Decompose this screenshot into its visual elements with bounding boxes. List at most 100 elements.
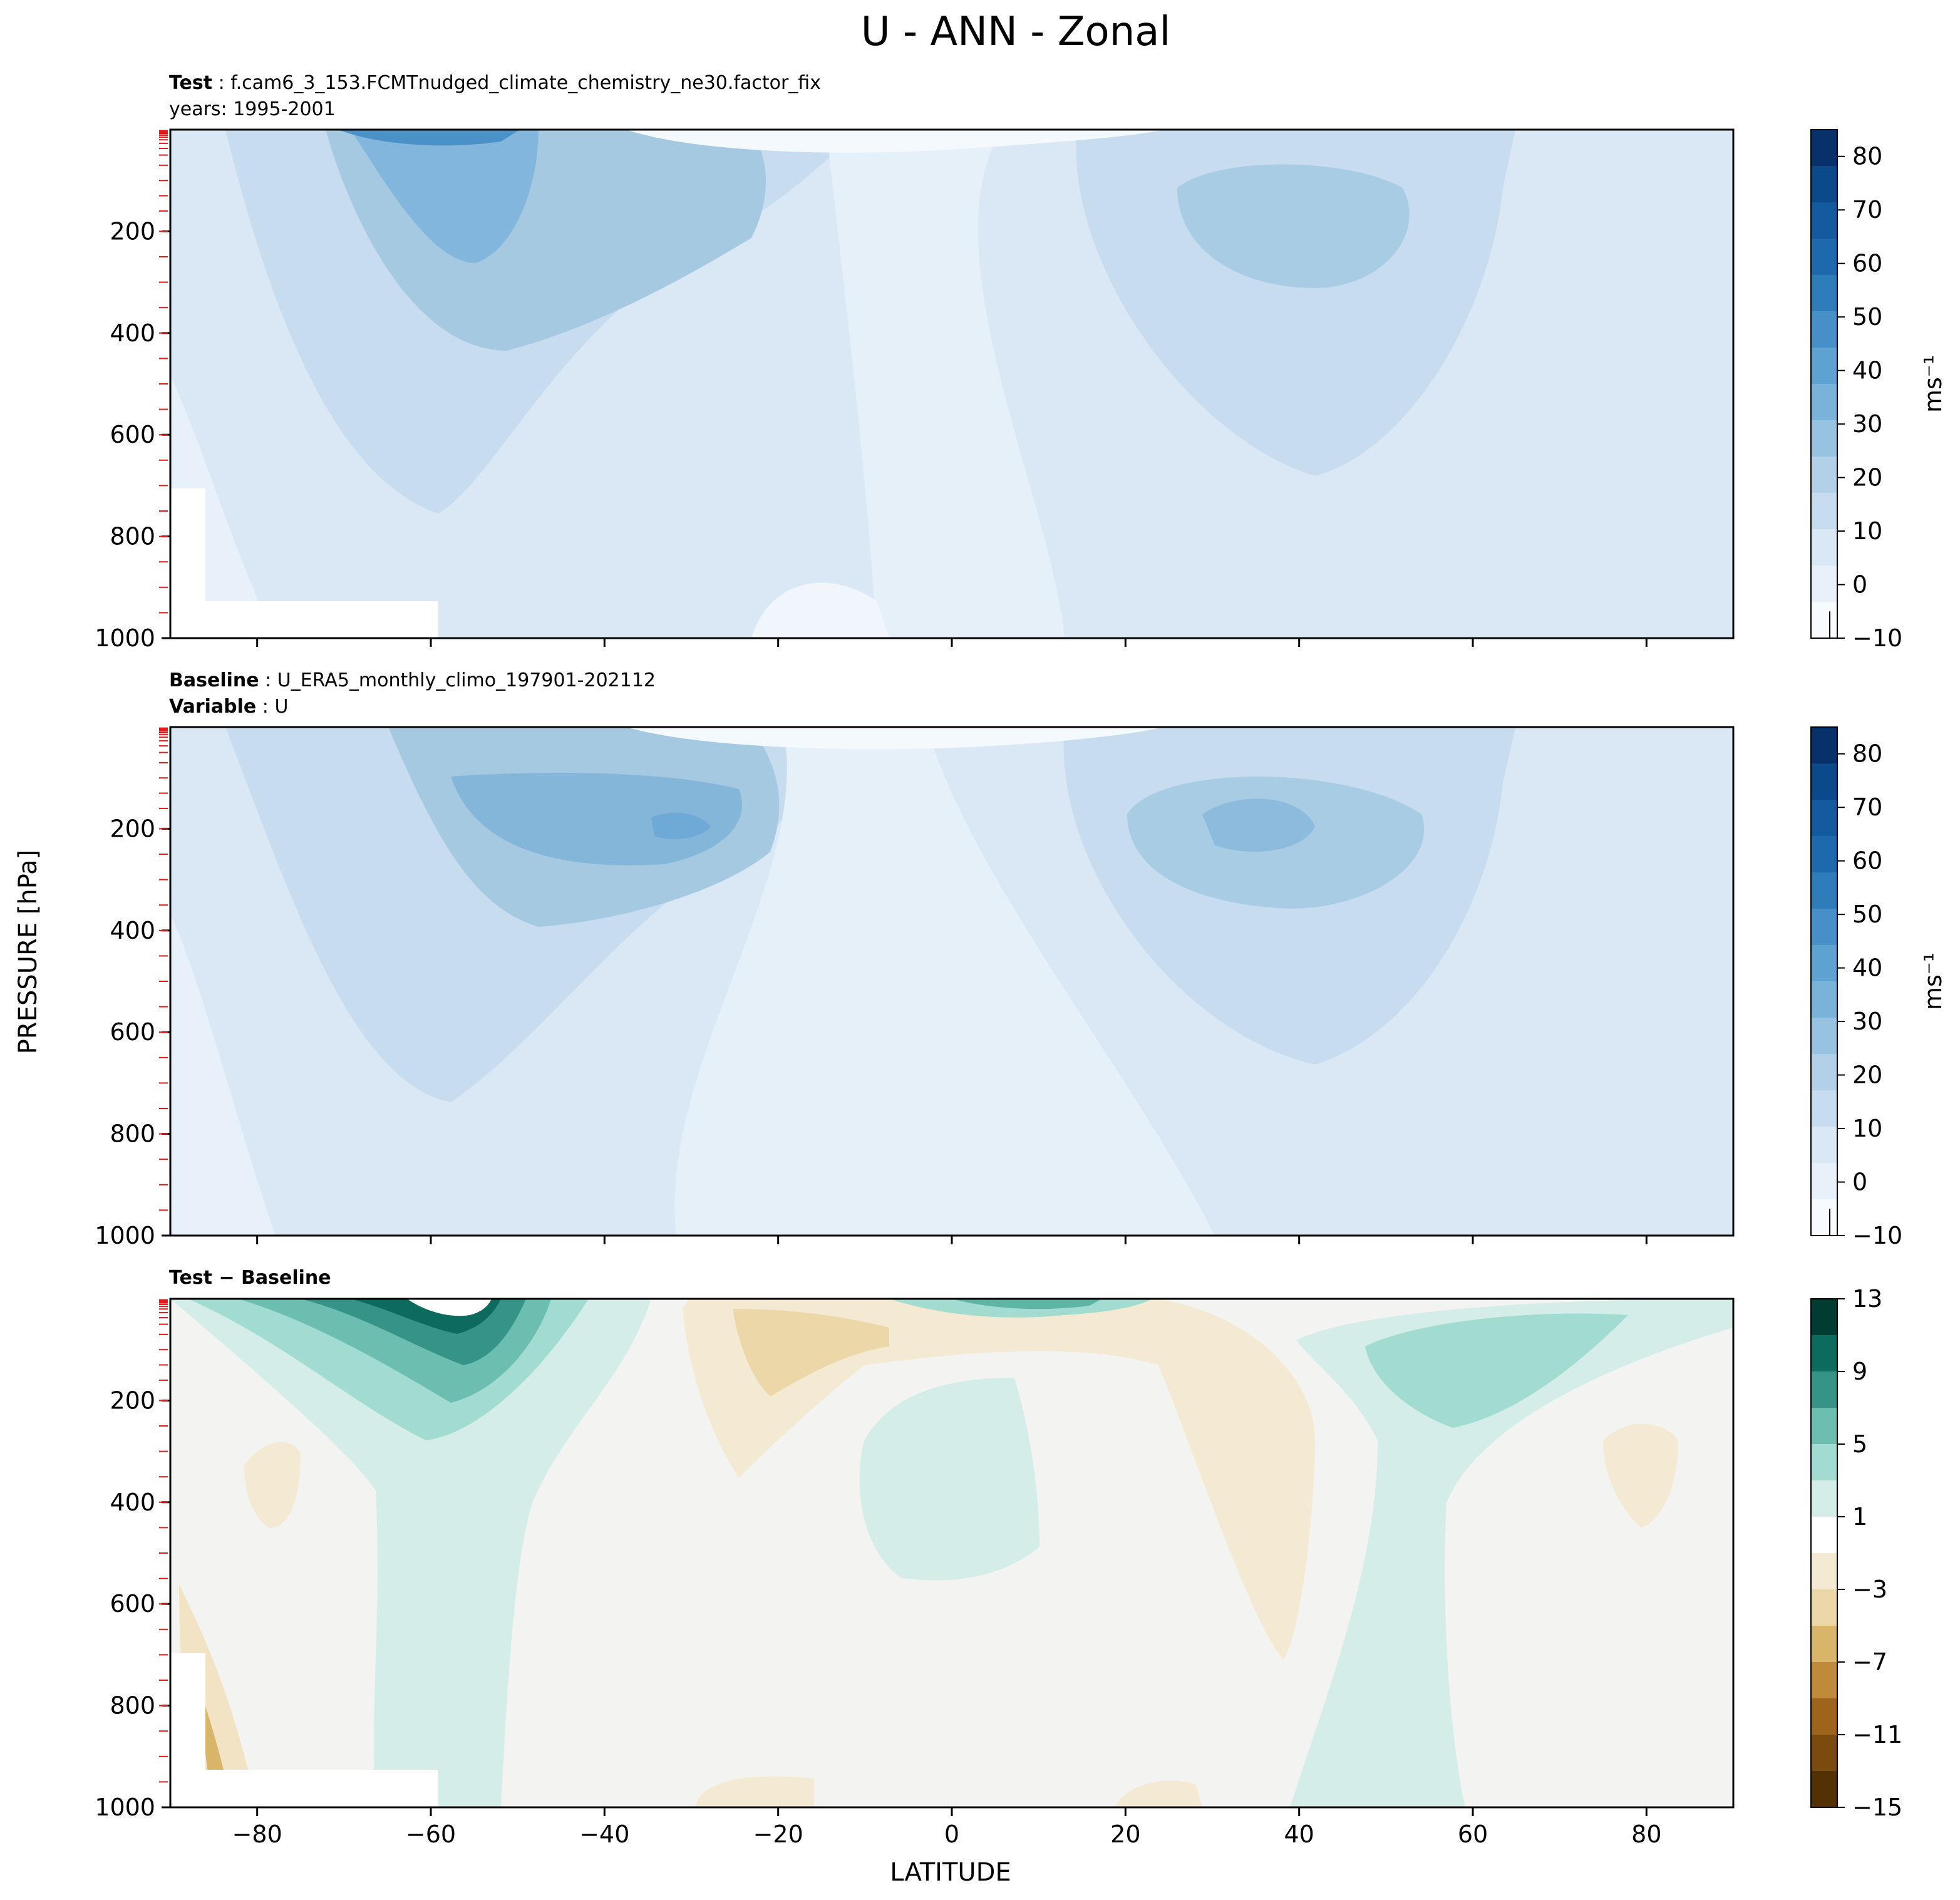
x-tick-label: 20 xyxy=(1110,1820,1140,1848)
y-tick-label: 800 xyxy=(110,1692,155,1720)
baseline-contour-highlat xyxy=(170,914,276,1236)
test-missing-data xyxy=(170,601,438,638)
x-axis-label: LATITUDE xyxy=(890,1858,1011,1887)
colorbar-tick-label: 80 xyxy=(1852,740,1882,768)
colorbar-band xyxy=(1811,1371,1837,1408)
diff-contour-sh-pos1 xyxy=(170,1299,651,1807)
baseline-subtitle-bold: Variable xyxy=(169,696,256,718)
colorbar-band xyxy=(1811,727,1837,763)
colorbar-tick-label: 70 xyxy=(1852,196,1882,224)
baseline-colorbar-bands xyxy=(1811,727,1837,1236)
test-title: Test : f.cam6_3_153.FCMTnudged_climate_c… xyxy=(169,72,821,94)
colorbar-tick-label: −3 xyxy=(1852,1576,1887,1603)
y-tick-label: 400 xyxy=(110,1489,155,1516)
test-colorbar-ticks: −10 0 10 20 30 40 50 60 70 80 xyxy=(1837,143,1902,652)
colorbar-band xyxy=(1811,1090,1837,1127)
colorbar-band xyxy=(1811,1626,1837,1662)
colorbar-band xyxy=(1811,1163,1837,1199)
colorbar-band xyxy=(1811,1662,1837,1698)
test-subtitle: years: 1995-2001 xyxy=(169,98,336,120)
colorbar-band xyxy=(1811,909,1837,945)
baseline-contour-field xyxy=(170,727,1733,1236)
colorbar-band xyxy=(1811,166,1837,202)
colorbar-tick-label: 60 xyxy=(1852,847,1882,875)
colorbar-band xyxy=(1811,311,1837,348)
colorbar-band xyxy=(1811,348,1837,384)
baseline-title-bold: Baseline xyxy=(169,669,259,691)
difference-y-ticks: 200 400 600 800 1000 xyxy=(95,1386,170,1821)
colorbar-band xyxy=(1811,1127,1837,1163)
test-contour-sh-core xyxy=(351,130,539,263)
difference-x-ticks: −80 −60 −40 −20 0 20 40 60 80 xyxy=(232,1807,1662,1848)
colorbar-tick-label: 20 xyxy=(1852,1061,1882,1089)
test-contour-sh-strat xyxy=(338,130,520,146)
difference-colorbar-ticks: 13 9 5 1 −3 −7 −11 −15 xyxy=(1837,1285,1902,1821)
colorbar-band xyxy=(1811,130,1837,166)
colorbar-band xyxy=(1811,529,1837,565)
x-tick-label: 40 xyxy=(1284,1820,1314,1848)
baseline-contour-sh-max xyxy=(651,812,711,839)
difference-colorbar-frame xyxy=(1810,1298,1838,1808)
colorbar-band xyxy=(1811,1299,1837,1335)
colorbar-tick-label: 30 xyxy=(1852,410,1882,438)
colorbar-band xyxy=(1811,1735,1837,1771)
colorbar-band xyxy=(1811,202,1837,239)
colorbar-band xyxy=(1811,275,1837,311)
test-title-text: f.cam6_3_153.FCMTnudged_climate_chemistr… xyxy=(230,72,821,94)
colorbar-band xyxy=(1811,1408,1837,1444)
x-tick-label: −40 xyxy=(579,1820,629,1848)
baseline-contour-nh-core xyxy=(1202,798,1315,852)
diff-contour-eq-strat2 xyxy=(952,1299,1102,1309)
baseline-x-ticks xyxy=(256,1236,1648,1244)
colorbar-tick-label: 30 xyxy=(1852,1008,1882,1035)
colorbar-tick-label: 5 xyxy=(1852,1430,1867,1458)
difference-title: Test − Baseline xyxy=(169,1267,331,1289)
diff-contour-nh-pos2 xyxy=(1365,1313,1628,1428)
diff-contour-sh-neg xyxy=(244,1442,301,1528)
y-tick-label: 200 xyxy=(110,217,155,245)
colorbar-tick-label: −15 xyxy=(1852,1794,1902,1821)
diff-contour-eq-pos xyxy=(859,1378,1039,1581)
colorbar-band xyxy=(1811,1480,1837,1517)
baseline-contour-sh-core xyxy=(451,773,742,865)
y-tick-label: 400 xyxy=(110,319,155,347)
y-tick-label: 800 xyxy=(110,523,155,550)
colorbar-band xyxy=(1811,420,1837,457)
y-tick-label: 600 xyxy=(110,421,155,448)
colorbar-tick-label: 60 xyxy=(1852,250,1882,277)
diff-contour-nh-pos xyxy=(1290,1299,1733,1807)
colorbar-band xyxy=(1811,800,1837,836)
baseline-colorbar-ticks: −10 0 10 20 30 40 50 60 70 80 xyxy=(1837,740,1902,1249)
panel-test: Test : f.cam6_3_153.FCMTnudged_climate_c… xyxy=(95,72,1947,652)
colorbar-tick-label: −10 xyxy=(1852,1222,1902,1249)
x-tick-label: −20 xyxy=(753,1820,803,1848)
baseline-minor-ticks xyxy=(159,727,168,1211)
panel-difference: Test − Baseline −80 −60 −40− xyxy=(95,1267,1902,1848)
colorbar-tick-label: 20 xyxy=(1852,464,1882,492)
x-tick-label: −60 xyxy=(406,1820,456,1848)
y-tick-label: 600 xyxy=(110,1590,155,1618)
y-tick-label: 1000 xyxy=(95,624,155,652)
colorbar-tick-label: 40 xyxy=(1852,954,1882,982)
colorbar-band xyxy=(1811,1335,1837,1371)
y-tick-label: 200 xyxy=(110,815,155,842)
diff-contour-missing-top xyxy=(407,1299,492,1316)
test-colorbar: −10 0 10 20 30 40 50 60 70 80 ms⁻¹ xyxy=(1810,129,1947,652)
test-contour-field xyxy=(170,130,1733,638)
colorbar-band xyxy=(1811,1517,1837,1553)
x-tick-label: 0 xyxy=(944,1820,959,1848)
diff-missing-data-2 xyxy=(170,1653,205,1770)
colorbar-band xyxy=(1811,981,1837,1018)
colorbar-band xyxy=(1811,1444,1837,1480)
colorbar-band xyxy=(1811,945,1837,981)
baseline-colorbar-frame xyxy=(1810,726,1838,1236)
test-minor-ticks xyxy=(159,130,168,614)
colorbar-band xyxy=(1811,763,1837,800)
baseline-colorbar: −10 0 10 20 30 40 50 60 70 80 ms⁻¹ xyxy=(1810,726,1947,1249)
colorbar-band xyxy=(1811,565,1837,602)
colorbar-tick-label: 9 xyxy=(1852,1358,1867,1385)
colorbar-band xyxy=(1811,1054,1837,1090)
test-contour-easterlies xyxy=(626,130,1165,153)
difference-colorbar: 13 9 5 1 −3 −7 −11 −15 xyxy=(1810,1285,1902,1821)
